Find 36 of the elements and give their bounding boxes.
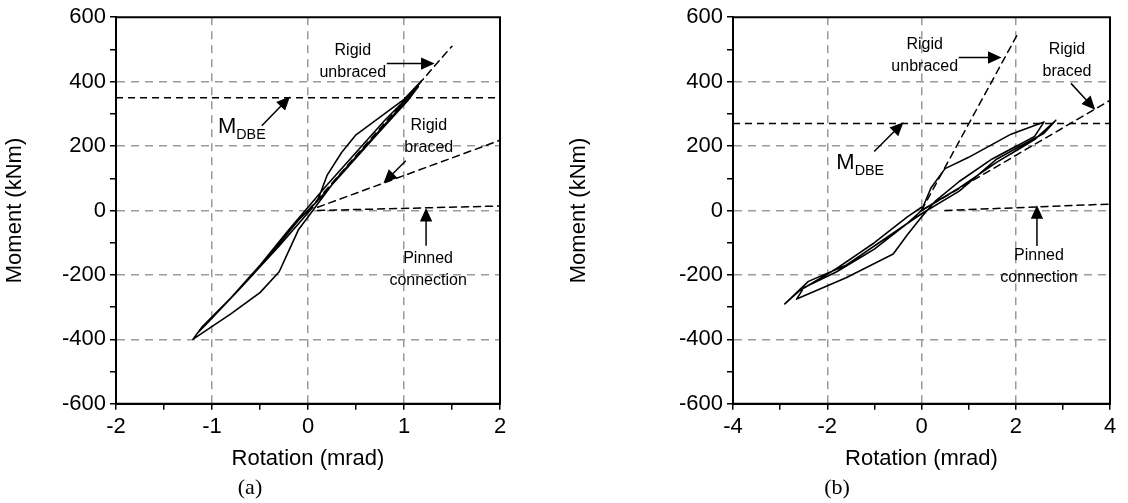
y-axis-title: Moment (kNm) [565, 137, 591, 284]
y-tick-label: -600 [678, 389, 723, 415]
annotation: Rigid braced [1042, 39, 1092, 79]
y-tick-label: -200 [61, 261, 106, 286]
x-axis-title: Rotation (mrad) [231, 445, 385, 471]
x-tick-label: -2 [106, 413, 126, 439]
x-tick-label: 2 [1009, 413, 1022, 439]
y-tick-label: -600 [61, 389, 106, 415]
x-tick-label: -4 [723, 413, 743, 439]
y-tick-label: 400 [69, 67, 106, 93]
annotation: Rigid braced [404, 116, 454, 156]
y-tick-label: 600 [69, 3, 106, 29]
y-axis-title: Moment (kNm) [1, 137, 27, 284]
y-tick-label: -200 [678, 261, 723, 286]
y-tick-label: -400 [61, 325, 106, 351]
annotation: Pinned connection [389, 249, 467, 289]
x-tick-label: 1 [397, 413, 411, 439]
y-tick-label: 200 [686, 132, 723, 158]
x-tick-label: -1 [202, 413, 222, 439]
annotation: Pinned connection [1000, 246, 1078, 286]
x-axis-title: Rotation (mrad) [845, 445, 998, 471]
y-tick-label: 400 [686, 67, 723, 93]
x-tick-label: 2 [493, 413, 507, 439]
x-tick-label: 0 [915, 413, 928, 439]
y-tick-label: 600 [686, 3, 723, 29]
x-tick-label: 0 [301, 413, 315, 439]
text: (b) [824, 473, 850, 499]
y-tick-label: 0 [710, 196, 723, 222]
x-tick-label: 4 [1103, 413, 1117, 439]
x-tick-label: -2 [817, 413, 838, 439]
annotation: Rigid unbraced [319, 41, 387, 80]
annotation: Rigid unbraced [891, 34, 959, 74]
y-tick-label: 0 [93, 196, 106, 222]
text: (a) [237, 473, 263, 499]
y-tick-label: 200 [69, 132, 106, 158]
y-tick-label: -400 [678, 325, 723, 351]
